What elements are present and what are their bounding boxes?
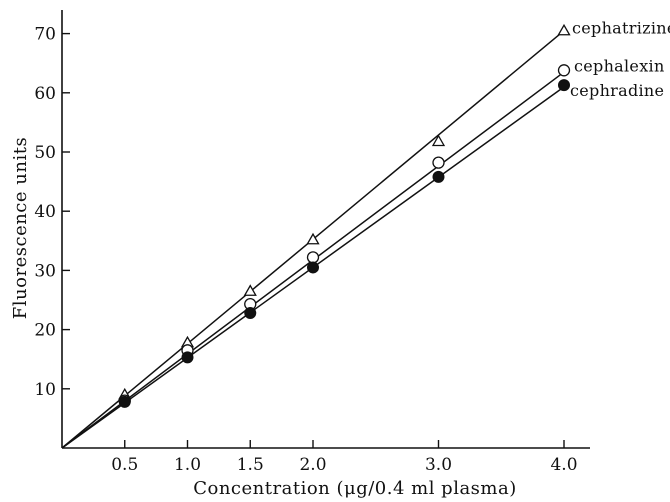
series-points [118,23,571,408]
series-label-cephatrizine: cephatrizine [572,19,670,38]
y-tick-label: 30 [34,261,56,281]
data-point-cephatrizine [431,134,446,147]
y-tick-label: 50 [34,143,56,163]
y-tick-label: 10 [34,380,56,400]
y-tick-label: 70 [34,25,56,45]
x-tick-label: 1.0 [174,455,201,475]
x-ticks: 0.5 1.0 1.5 2.0 3.0 4.0 [111,440,578,475]
y-tick-label: 60 [34,84,56,104]
data-point-cephradine [181,351,194,364]
data-point-cephradine [244,307,257,320]
data-point-cephradine [558,79,570,92]
series-label-cephradine: cephradine [570,81,664,100]
y-tick-label: 40 [34,202,56,222]
axes [61,10,590,449]
x-tick-label: 0.5 [111,455,138,475]
data-point-cephradine [118,395,131,408]
series-label-cephalexin: cephalexin [574,56,665,75]
data-point-cephradine [307,261,319,274]
data-point-cephatrizine [243,284,257,296]
x-tick-label: 1.5 [237,455,264,475]
data-point-cephatrizine [557,23,571,36]
x-tick-label: 4.0 [550,455,577,475]
series-labels: cephatrizine cephalexin cephradine [570,19,670,100]
y-tick-label: 20 [34,321,56,341]
x-axis-title: Concentration (μg/0.4 ml plasma) [193,478,517,499]
x-tick-label: 2.0 [299,455,326,475]
y-axis-title: Fluorescence units [10,137,31,319]
data-point-cephradine [432,170,445,183]
data-point-cephalexin [557,64,571,77]
x-tick-label: 3.0 [425,455,452,475]
data-point-cephatrizine [306,232,320,245]
data-point-cephalexin [432,156,445,169]
data-point-cephalexin [306,251,320,264]
y-ticks: 10 20 30 40 50 60 70 [34,25,70,400]
